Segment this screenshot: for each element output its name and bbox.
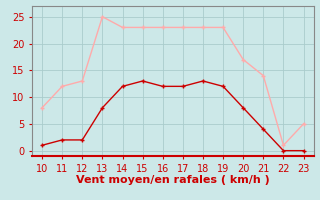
X-axis label: Vent moyen/en rafales ( km/h ): Vent moyen/en rafales ( km/h )	[76, 175, 270, 185]
